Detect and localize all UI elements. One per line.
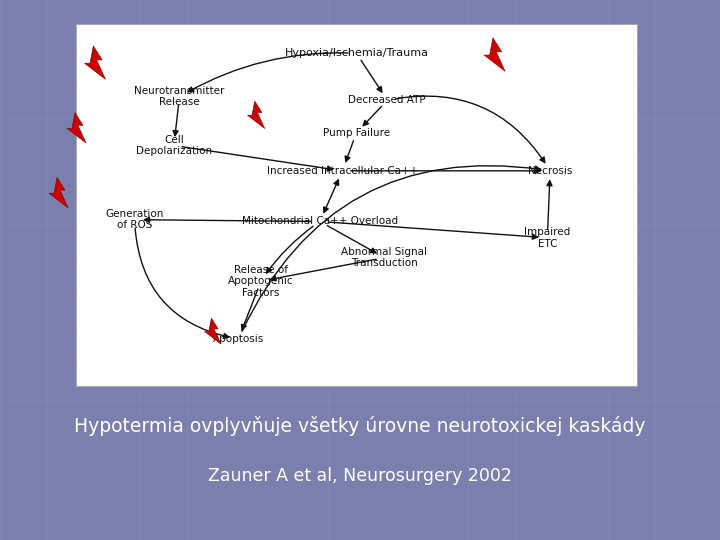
Text: Mitochondrial Ca++ Overload: Mitochondrial Ca++ Overload bbox=[242, 217, 398, 226]
Text: Decreased ATP: Decreased ATP bbox=[348, 95, 426, 105]
Text: Hypotermia ovplyvňuje všetky úrovne neurotoxickej kaskády: Hypotermia ovplyvňuje všetky úrovne neur… bbox=[74, 416, 646, 436]
Text: Hypoxia/Ischemia/Trauma: Hypoxia/Ischemia/Trauma bbox=[284, 48, 428, 58]
Text: Necrosis: Necrosis bbox=[528, 166, 572, 176]
Polygon shape bbox=[84, 46, 106, 79]
FancyBboxPatch shape bbox=[76, 24, 637, 386]
Text: Generation
of ROS: Generation of ROS bbox=[105, 209, 163, 231]
Text: Impaired
ETC: Impaired ETC bbox=[524, 227, 570, 248]
Polygon shape bbox=[484, 38, 505, 71]
Text: Release of
Apoptogenic
Factors: Release of Apoptogenic Factors bbox=[228, 265, 294, 298]
Text: Neurotransmitter
Release: Neurotransmitter Release bbox=[135, 86, 225, 107]
Polygon shape bbox=[204, 318, 221, 344]
Polygon shape bbox=[67, 113, 86, 143]
Text: Cell
Depolarization: Cell Depolarization bbox=[136, 134, 212, 156]
Text: Pump Failure: Pump Failure bbox=[323, 128, 390, 138]
Text: Abnormal Signal
Transduction: Abnormal Signal Transduction bbox=[341, 247, 428, 268]
Polygon shape bbox=[248, 101, 265, 129]
Text: Zauner A et al, Neurosurgery 2002: Zauner A et al, Neurosurgery 2002 bbox=[208, 467, 512, 485]
Polygon shape bbox=[49, 178, 68, 208]
Text: Apoptosis: Apoptosis bbox=[213, 334, 264, 344]
Text: Increased Intracellular Ca++: Increased Intracellular Ca++ bbox=[266, 166, 418, 176]
